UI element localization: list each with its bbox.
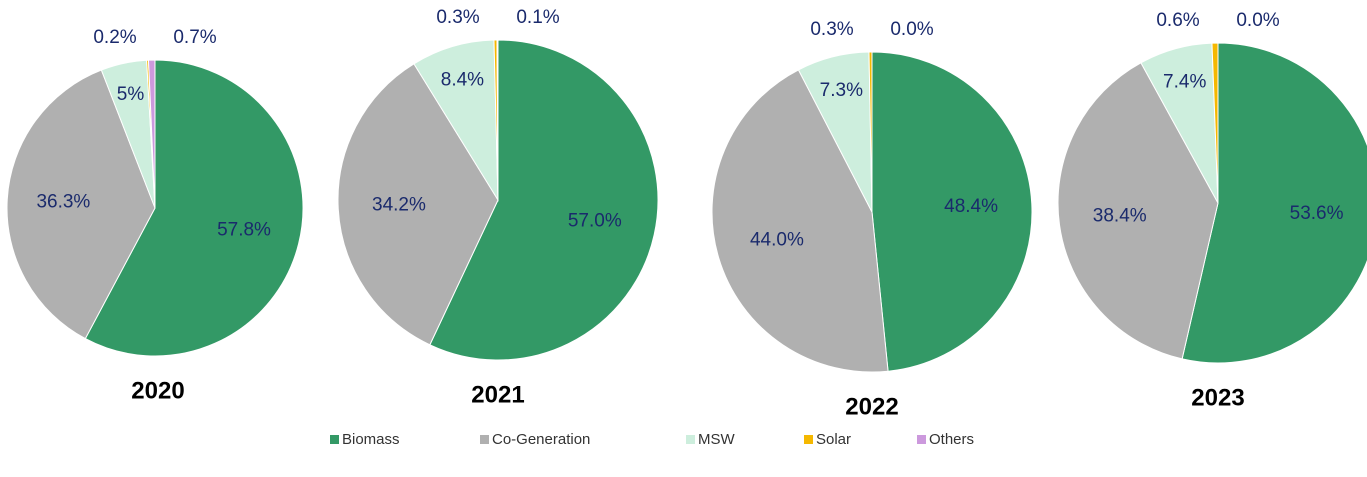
data-label: 8.4% [441, 69, 484, 90]
pie-slice [84, 59, 304, 357]
data-label: 57.0% [568, 211, 622, 232]
legend-label: Others [929, 431, 974, 448]
data-label: 0.1% [516, 7, 559, 28]
data-label: 0.6% [1156, 10, 1199, 31]
pie-slice [1181, 42, 1367, 364]
pie-title: 2021 [471, 381, 524, 408]
data-label: 7.3% [820, 80, 863, 101]
legend-swatch [917, 435, 926, 444]
pie-slice [337, 63, 499, 346]
pie-slice [711, 69, 889, 373]
legend-swatch [686, 435, 695, 444]
legend-swatch [480, 435, 489, 444]
data-label: 38.4% [1093, 206, 1147, 227]
data-label: 5% [117, 84, 145, 105]
data-label: 44.0% [750, 229, 804, 250]
data-label: 7.4% [1163, 72, 1206, 93]
data-label: 0.7% [173, 27, 216, 48]
data-label: 0.0% [1236, 10, 1279, 31]
pie-slice [147, 59, 156, 209]
data-label: 34.2% [372, 195, 426, 216]
legend-label: Co-Generation [492, 431, 590, 448]
legend-label: Biomass [342, 431, 400, 448]
pie-title: 2022 [845, 393, 898, 420]
data-label: 0.0% [890, 19, 933, 40]
pie-slice [496, 39, 499, 201]
pie-slice [1057, 62, 1219, 360]
legend-label: MSW [698, 431, 736, 448]
pie-title: 2023 [1191, 384, 1244, 411]
pie-title: 2020 [131, 377, 184, 404]
pie-slice [6, 69, 156, 340]
data-label: 48.4% [944, 196, 998, 217]
legend-swatch [330, 435, 339, 444]
data-label: 0.2% [93, 27, 136, 48]
data-label: 57.8% [217, 219, 271, 240]
legend-label: Solar [816, 431, 851, 448]
data-label: 36.3% [36, 192, 90, 213]
data-label: 0.3% [810, 19, 853, 40]
pie-slice [871, 51, 1033, 372]
pie-slice [429, 39, 659, 361]
pie-slice [413, 39, 499, 202]
legend-swatch [804, 435, 813, 444]
data-label: 0.3% [436, 7, 479, 28]
data-label: 53.6% [1290, 203, 1344, 224]
